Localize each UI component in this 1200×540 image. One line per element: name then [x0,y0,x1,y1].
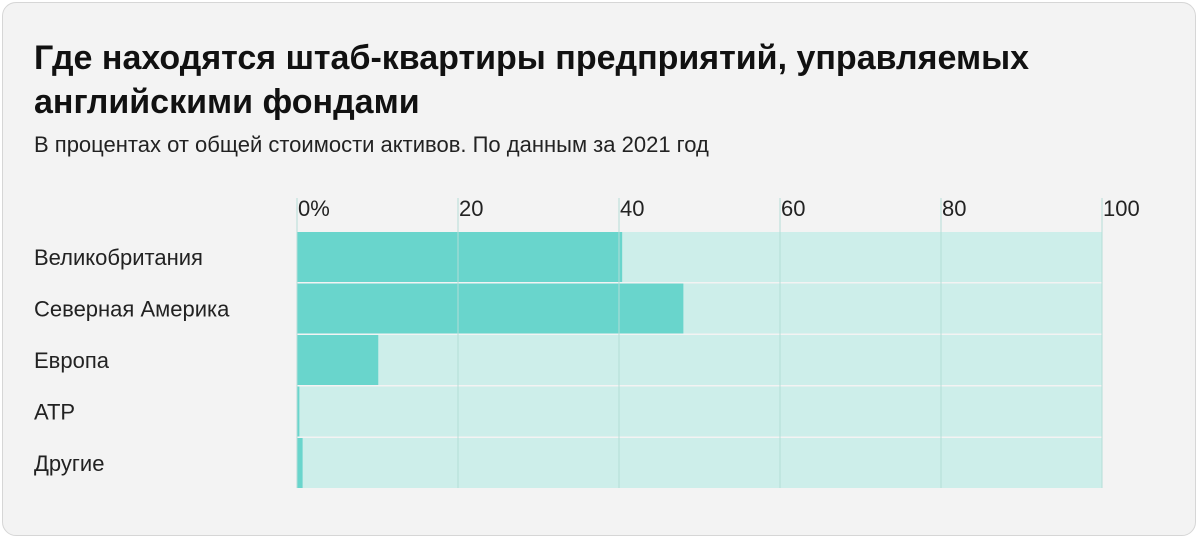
bar-remainder [378,335,1102,385]
gridlines [296,198,1103,488]
bar-remainder [299,386,1102,437]
bar [297,232,623,282]
category-label: Северная Америка [34,297,230,322]
x-tick-label: 100 [1103,196,1140,221]
chart-subtitle: В процентах от общей стоимости активов. … [34,132,709,157]
bar-remainder [302,438,1102,488]
category-label: АТР [34,400,75,425]
x-tick-labels: 0% 20 40 60 80 100 [298,196,1140,221]
category-label: Великобритания [34,245,203,270]
x-tick-label: 20 [459,196,483,221]
x-tick-label: 40 [620,196,644,221]
bar [297,335,379,385]
x-tick-label: 60 [781,196,805,221]
bar [297,438,303,488]
bar [297,386,300,437]
category-labels: Великобритания Северная Америка Европа АТР Д… [34,245,230,476]
chart-title: Где находятся штаб-квартиры предприятий,… [34,39,1030,121]
bar-remainder [622,232,1102,282]
bar-remainder [683,283,1102,334]
category-label: Европа [34,348,110,373]
x-tick-label: 80 [942,196,966,221]
bar [297,283,684,334]
bar-remainders [299,232,1102,488]
x-tick-label: 0% [298,196,330,221]
category-label: Другие [34,451,104,476]
